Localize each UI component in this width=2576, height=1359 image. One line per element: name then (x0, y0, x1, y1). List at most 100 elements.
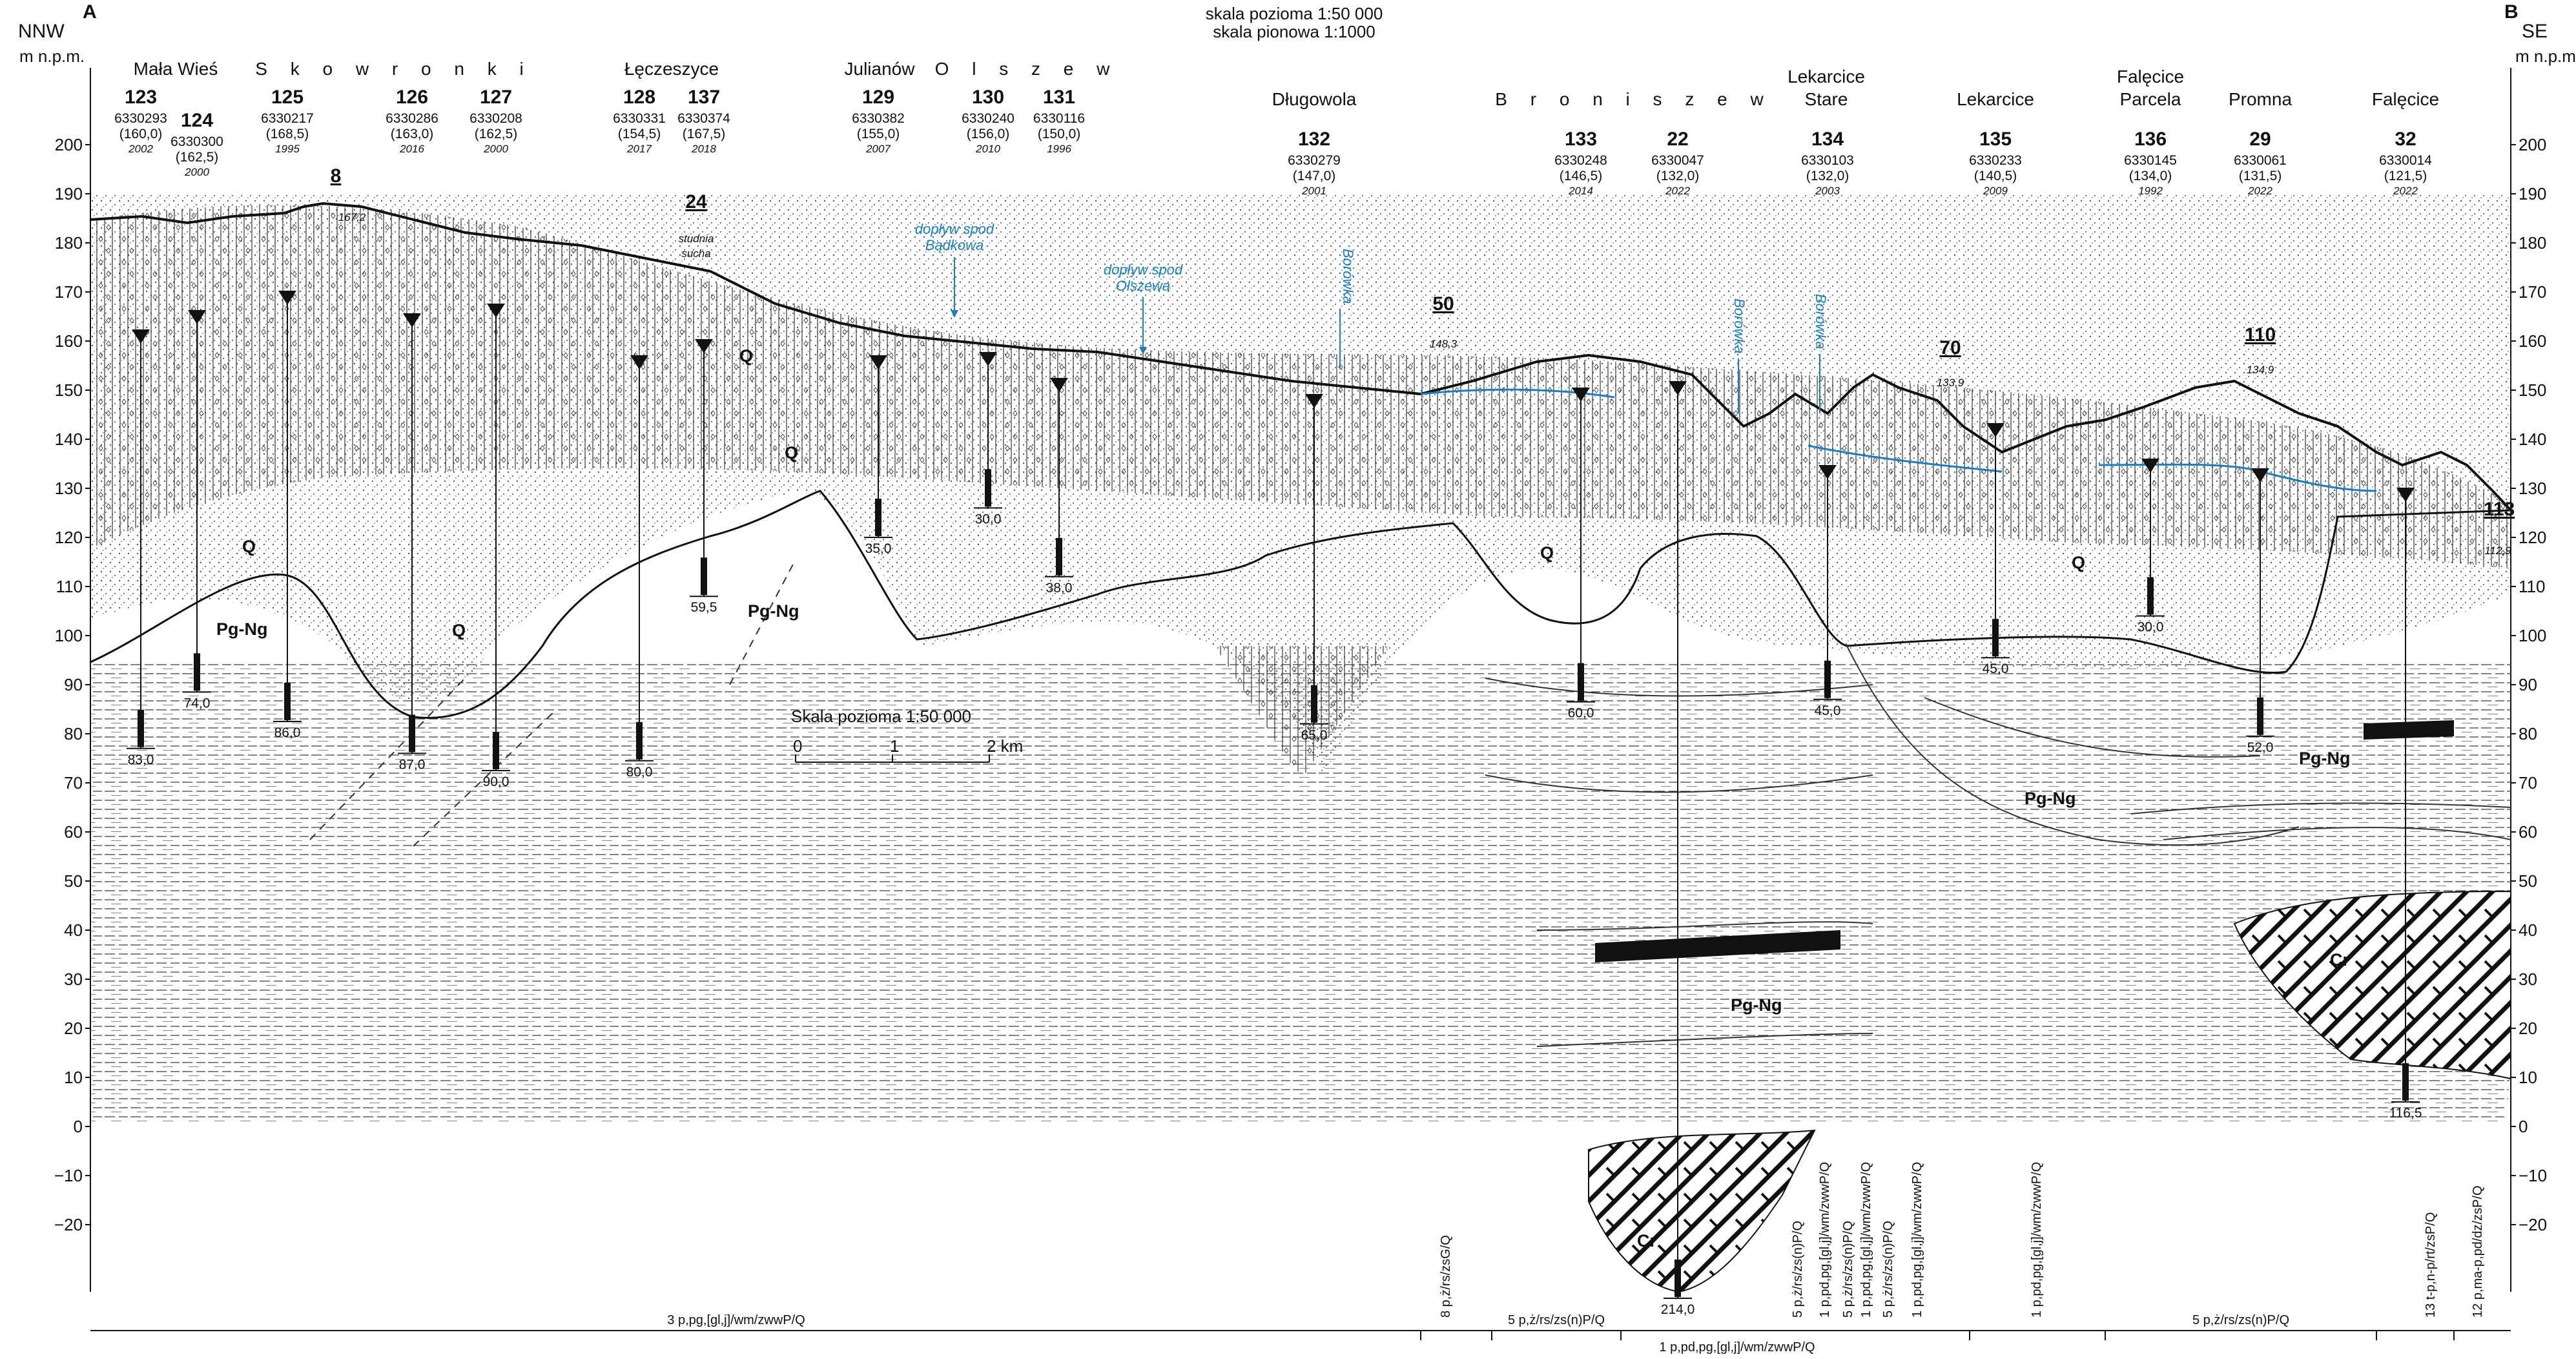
well-id: 6330300 (170, 134, 223, 149)
unit-label: Pg-Ng (2299, 749, 2350, 768)
locality-label: Parcela (2120, 89, 2181, 109)
locality-label: O l s z e w (935, 59, 1119, 79)
well-year: 2010 (975, 143, 1000, 155)
q-base-line (90, 490, 2511, 719)
well-depth: 59,5 (691, 600, 717, 615)
well-131: 131 6330116(150,0) 1996 38,0 (1033, 87, 1085, 596)
scale-bar: Skala pozioma 1:50 000 0 1 2 km (791, 707, 1023, 763)
axis-tick-label: −10 (2519, 1166, 2547, 1185)
well-screen (2402, 1063, 2409, 1101)
axis-tick-label: 10 (2519, 1068, 2537, 1087)
well-screen (2147, 577, 2154, 615)
well-depth: 52,0 (2247, 740, 2274, 755)
well-number: 125 (271, 87, 304, 108)
hydro-units-footer: 3 p,pg,[gl,j]/wm/zwwP/Q 5 p,ż/rs/zs(n)P/… (90, 1162, 2511, 1354)
axis-tick-label: 70 (64, 773, 83, 793)
water-level-marker (1305, 394, 1323, 408)
axis-tick-label: 120 (55, 528, 83, 547)
axis-tick-label: 170 (55, 282, 83, 302)
projected-well-elev: 167,2 (338, 211, 366, 223)
scale-horizontal-text: skala pozioma 1:50 000 (1206, 4, 1383, 23)
projected-well-number: 24 (685, 191, 707, 213)
axis-tick-label: 0 (2519, 1117, 2528, 1136)
axis-tick-label: 0 (74, 1117, 83, 1136)
projected-well-elev: 148,3 (1430, 338, 1458, 350)
well-137: 137 6330374(167,5) 2018 59,5 (677, 87, 730, 615)
projected-well-number: 50 (1432, 293, 1454, 315)
stream-label: dopływ spod (915, 221, 994, 237)
scalebar-tick: 2 km (987, 736, 1023, 756)
axis-tick-label: 190 (2519, 184, 2546, 203)
well-depth: 30,0 (2138, 620, 2164, 635)
projected-well-number: 110 (2245, 324, 2276, 346)
paleogene-neogene-layer (90, 662, 2511, 1124)
water-level-marker (869, 355, 887, 369)
well-year: 2009 (1983, 185, 2008, 197)
axis-tick-label: 20 (64, 1019, 83, 1038)
well-year: 1995 (275, 143, 300, 155)
axis-tick-label: 100 (2519, 626, 2546, 645)
well-screen (636, 721, 643, 760)
black-white-bed-center (1595, 930, 1840, 962)
well-elevation: (146,5) (1560, 169, 1603, 183)
well-year: 2000 (184, 166, 209, 178)
hydro-unit-vertical-label: 1 p,pd,pg,[gl,j]/wm/zwwP/Q (1859, 1162, 1873, 1318)
locality-label: Lekarcice (1957, 89, 2034, 109)
well-elevation: (163,0) (391, 127, 434, 141)
well-number: 126 (396, 87, 428, 108)
scale-vertical-text: skala pionowa 1:1000 (1213, 22, 1376, 41)
well-number: 137 (688, 87, 720, 108)
scalebar-tick: 0 (793, 736, 802, 756)
well-elevation: (131,5) (2239, 169, 2282, 183)
well-135: 135 6330233(140,5) 2009 45,0 (1969, 129, 2022, 676)
well-depth: 87,0 (399, 757, 426, 772)
well-screen (1311, 685, 1317, 723)
axis-tick-label: 80 (2519, 724, 2537, 743)
hydro-unit-label: 5 p,ż/rs/zs(n)P/Q (2192, 1313, 2289, 1327)
axis-tick-label: 190 (55, 184, 83, 203)
well-elevation: (155,0) (857, 127, 900, 141)
well-number: 133 (1565, 129, 1597, 150)
well-32: 32 6330014(121,5) 2022 116,5 (2379, 129, 2432, 1121)
axis-tick-label: 110 (56, 577, 83, 596)
well-id: 6330103 (1801, 153, 1854, 168)
locality-label: Lekarcice (1788, 67, 1865, 87)
axis-tick-label: 150 (2519, 380, 2546, 400)
water-level-marker (979, 352, 997, 366)
elevation-axis-left: NNW A m n.p.m. 2001901801701601501401301… (18, 1, 97, 1234)
well-elevation: (162,5) (475, 127, 518, 141)
cretaceous-wedge-right (2233, 890, 2511, 1080)
well-screen (138, 709, 144, 747)
well-134: 134 6330103(132,0) 2003 45,0 (1801, 129, 1854, 718)
water-level-marker (1986, 423, 2004, 437)
well-id: 6330208 (469, 111, 522, 126)
water-level-marker (2396, 488, 2415, 502)
hydro-unit-vertical-label: 5 p,ż/rs/zs(n)P/Q (1881, 1221, 1895, 1318)
locality-label: Łęczeszyce (624, 59, 719, 79)
well-id: 6330014 (2379, 153, 2432, 168)
axis-tick-label: 110 (2519, 577, 2545, 596)
well-screen (1992, 619, 1999, 657)
locality-label: Promna (2229, 89, 2292, 109)
well-depth: 45,0 (1983, 661, 2009, 676)
well-number: 132 (1298, 129, 1330, 150)
well-elevation: (132,0) (1806, 169, 1850, 183)
water-level-marker (1572, 388, 1590, 402)
axis-tick-label: 200 (55, 135, 83, 154)
unit-label: Pg-Ng (1731, 995, 1782, 1015)
well-elevation: (156,0) (967, 127, 1010, 141)
unit-label: Q (452, 621, 466, 640)
axis-tick-label: 90 (2519, 675, 2537, 694)
unit-label: Q (242, 537, 256, 556)
projected-well-number: 113 (2484, 499, 2515, 520)
well-year: 2000 (483, 143, 508, 155)
well-130: 130 6330240(156,0) 2010 30,0 (962, 87, 1015, 526)
direction-right: SE (2522, 21, 2548, 42)
well-year: 2018 (691, 143, 716, 155)
well-125: 125 6330217(168,5) 1995 86,0 (261, 87, 314, 740)
water-level-marker (1819, 465, 1837, 479)
well-id: 6330279 (1288, 153, 1341, 168)
stream-label: Borówka (1813, 294, 1829, 349)
axis-tick-label: 50 (64, 871, 83, 891)
